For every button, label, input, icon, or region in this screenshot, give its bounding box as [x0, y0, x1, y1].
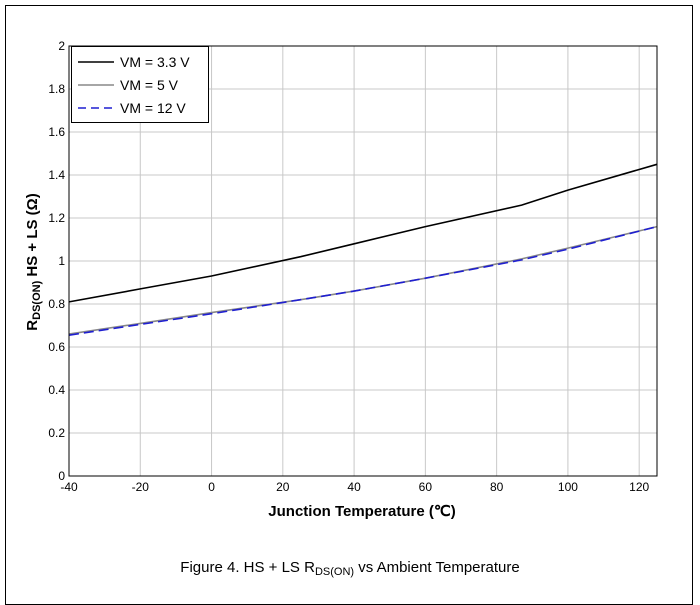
- figure-caption: Figure 4. HS + LS RDS(ON) vs Ambient Tem…: [0, 559, 700, 578]
- legend-item: VM = 5 V: [78, 76, 178, 94]
- y-tick-label: 0.6: [48, 340, 65, 354]
- tick-labels: -40 -20 0 20 40 60 80 100 120 0 0.2 0.4 0.6 0.8 1 1.2 1.…: [48, 39, 649, 494]
- y-axis-label: RDS(ON) HS + LS (Ω): [24, 193, 43, 330]
- x-tick-label: 40: [347, 480, 361, 494]
- y-tick-label: 1: [58, 254, 65, 268]
- series-line: [68, 225, 658, 335]
- axes: [68, 45, 658, 477]
- y-tick-label: 2: [58, 39, 65, 53]
- caption-subscript: DS(ON): [314, 566, 355, 578]
- x-axis-label: Junction Temperature (℃): [268, 503, 455, 520]
- y-tick-label: 1.4: [48, 168, 65, 182]
- series-line: [68, 163, 658, 303]
- legend-label: VM = 12 V: [120, 100, 186, 116]
- caption-suffix: vs Ambient Temperature: [354, 559, 520, 576]
- legend-item: VM = 3.3 V: [78, 53, 190, 71]
- y-tick-label: 1.6: [48, 125, 65, 139]
- y-tick-label: 1.2: [48, 211, 65, 225]
- x-tick-label: 60: [419, 480, 433, 494]
- legend-swatch: [78, 84, 114, 86]
- legend: VM = 3.3 V VM = 5 V VM = 12 V: [71, 46, 209, 123]
- x-tick-label: 0: [208, 480, 215, 494]
- caption-prefix: Figure 4. HS + LS R: [180, 559, 315, 576]
- legend-item: VM = 12 V: [78, 99, 186, 117]
- x-tick-label: 80: [490, 480, 504, 494]
- legend-swatch: [78, 107, 114, 109]
- y-tick-label: 0: [58, 469, 65, 483]
- x-tick-label: -20: [132, 480, 150, 494]
- y-tick-label: 1.8: [48, 82, 65, 96]
- legend-swatch: [78, 61, 114, 63]
- plot-border: [68, 45, 658, 477]
- x-tick-label: 20: [276, 480, 290, 494]
- y-tick-label: 0.8: [48, 297, 65, 311]
- y-tick-label: 0.2: [48, 426, 65, 440]
- y-tick-label: 0.4: [48, 383, 65, 397]
- series-lines: [68, 163, 658, 336]
- series-line: [68, 225, 658, 336]
- legend-label: VM = 5 V: [120, 77, 178, 93]
- x-tick-label: 120: [629, 480, 649, 494]
- x-tick-label: 100: [558, 480, 578, 494]
- line-chart: -40 -20 0 20 40 60 80 100 120 0 0.2 0.4 0.6 0.8 1 1.2 1.…: [24, 39, 658, 520]
- x-tick-label: -40: [60, 480, 78, 494]
- legend-label: VM = 3.3 V: [120, 54, 190, 70]
